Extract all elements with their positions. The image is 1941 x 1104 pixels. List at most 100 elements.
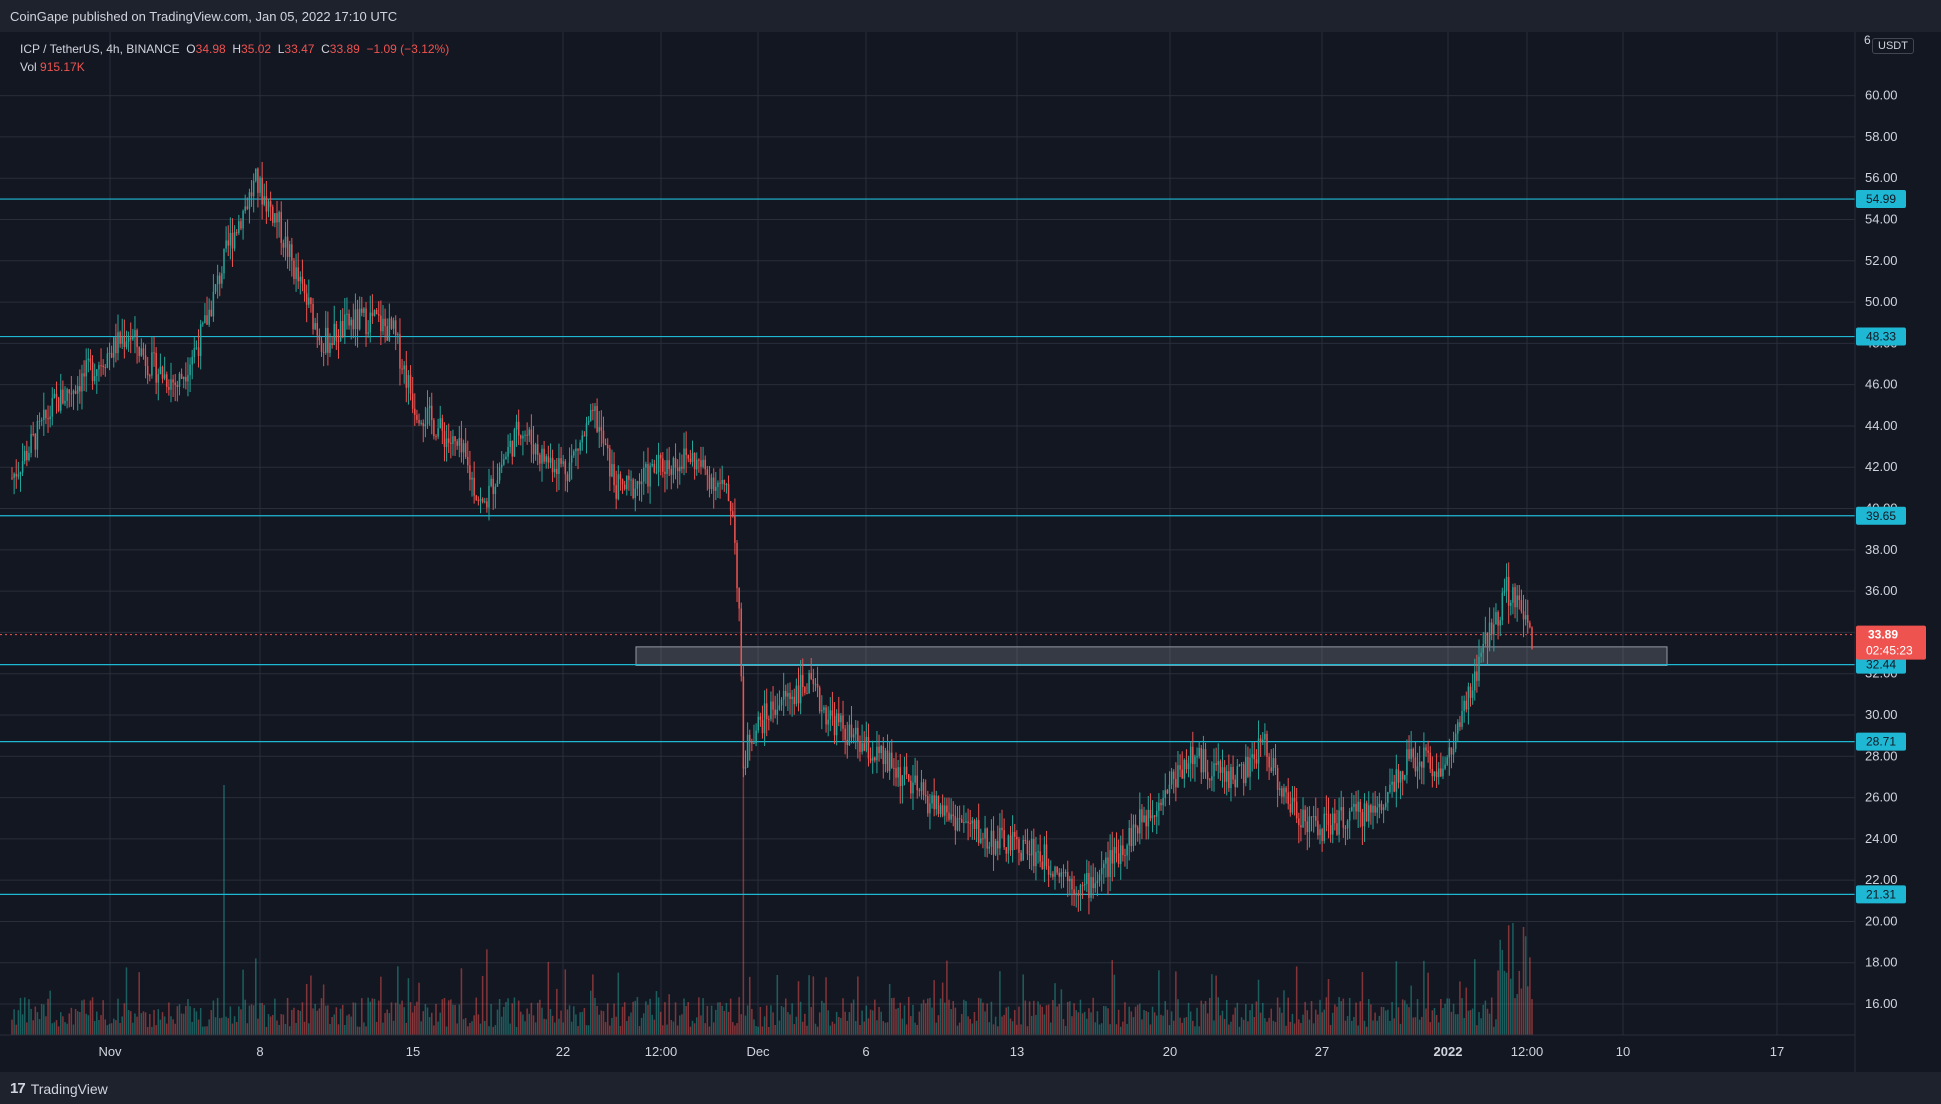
volume-bar <box>51 1023 54 1035</box>
symbol-legend[interactable]: ICP / TetherUS, 4h, BINANCE O34.98 H35.0… <box>20 40 449 76</box>
candle-body <box>761 719 764 734</box>
volume-bar <box>223 785 225 1035</box>
price-tick-label: 26.00 <box>1865 790 1898 805</box>
price-axis[interactable]: 60.0058.0056.0054.0052.0050.0048.0046.00… <box>1865 88 1898 1011</box>
volume-bar <box>276 1020 278 1035</box>
candle-body <box>712 477 715 491</box>
volume-bar <box>1200 1000 1203 1035</box>
volume-bar <box>473 1015 475 1035</box>
volume-bar <box>38 1019 41 1035</box>
chart-area[interactable]: 60.0058.0056.0054.0052.0050.0048.0046.00… <box>0 32 1941 1072</box>
candle-body <box>13 473 15 478</box>
candle-body <box>337 341 340 343</box>
candle-body <box>630 479 632 481</box>
candle-body <box>1083 884 1086 886</box>
volume-bar <box>988 1022 991 1035</box>
candle-body <box>536 444 539 455</box>
candle-body <box>1480 652 1482 657</box>
candle-body <box>248 192 251 209</box>
candle-body <box>526 434 528 436</box>
volume-bar <box>227 1018 229 1035</box>
volume-bar <box>1319 999 1321 1035</box>
candle-body <box>1189 746 1192 764</box>
volume-bar <box>189 1006 191 1035</box>
candle-body <box>1130 827 1133 847</box>
volume-bar <box>619 1025 622 1035</box>
level-tag-bg <box>1856 655 1906 674</box>
candle-body <box>1013 831 1016 837</box>
volume-bar <box>1348 998 1351 1035</box>
volume-bar <box>1365 1026 1368 1035</box>
price-tick-label: 46.00 <box>1865 377 1898 392</box>
volume-bar <box>852 999 855 1035</box>
volume-bar <box>1039 1004 1041 1035</box>
tradingview-logo[interactable]: 17 TradingView <box>10 1080 108 1097</box>
volume-bar <box>1391 1001 1393 1035</box>
candle-body <box>691 452 694 462</box>
candle-body <box>621 479 624 485</box>
candle-body <box>492 478 494 495</box>
candle-body <box>666 460 668 474</box>
symbol-name[interactable]: ICP / TetherUS, 4h, BINANCE <box>20 42 180 56</box>
volume-bar <box>543 1018 545 1035</box>
volume-bar <box>1490 997 1493 1035</box>
candle-body <box>626 475 628 490</box>
candle-body <box>64 400 66 404</box>
volume-bar <box>808 975 810 1035</box>
candle-body <box>1334 813 1336 824</box>
candle-body <box>1111 850 1114 864</box>
candle-body <box>83 373 85 377</box>
volume-bar <box>1310 1001 1313 1035</box>
candle-body <box>1488 622 1491 647</box>
candle-body <box>1253 754 1256 760</box>
volume-bar <box>763 1016 766 1035</box>
volume-bar <box>1185 1017 1188 1035</box>
low-label: L <box>277 42 285 56</box>
volume-bar <box>498 999 501 1035</box>
candle-body <box>93 376 96 382</box>
candle-body <box>59 389 62 411</box>
horizontal-levels[interactable] <box>0 198 1855 896</box>
candle-body <box>1429 752 1432 769</box>
volume-bar <box>573 1006 575 1035</box>
candle-body <box>1187 763 1190 770</box>
volume-bar <box>774 1025 776 1035</box>
volume-bar <box>547 961 550 1035</box>
candle-body <box>235 232 238 234</box>
candle-body <box>1158 802 1160 811</box>
volume-bar <box>1030 1015 1033 1035</box>
candle-body <box>197 347 200 356</box>
candle-body <box>1126 845 1128 856</box>
volume-bar <box>435 1003 437 1035</box>
candle-body <box>1090 877 1092 898</box>
volume-bar <box>414 1005 416 1035</box>
candlestick-chart[interactable]: 60.0058.0056.0054.0052.0050.0048.0046.00… <box>0 32 1941 1072</box>
candle-body <box>1223 767 1226 782</box>
candle-body <box>706 469 709 475</box>
candle-body <box>757 716 759 731</box>
candle-body <box>1168 784 1171 794</box>
volume-bar <box>975 1020 978 1035</box>
time-axis[interactable]: Nov 8 15 22 12:00 Dec 6 13 20 27 2022 12:00 10 17 <box>98 1044 1784 1059</box>
candle-body <box>907 774 910 781</box>
volume-bar <box>1077 1012 1080 1035</box>
volume-bar <box>380 976 382 1035</box>
candle-body <box>670 469 673 475</box>
grid <box>0 32 1855 1035</box>
level-tag-label: 32.44 <box>1866 658 1896 672</box>
volume-bar <box>1109 1024 1111 1035</box>
candle-body <box>115 337 117 354</box>
candle-body <box>1283 787 1285 797</box>
candle-body <box>1503 591 1506 593</box>
candle-body <box>1262 739 1264 742</box>
volume-bar <box>1052 1000 1054 1035</box>
volume-bar <box>1117 1009 1120 1035</box>
candle-body <box>76 386 79 394</box>
volume-bar <box>903 1005 906 1035</box>
currency-unit-badge[interactable]: USDT <box>1872 38 1914 54</box>
candle-body <box>1476 671 1478 681</box>
volume-bar <box>303 1021 306 1035</box>
volume-bar <box>333 1014 335 1035</box>
candle-body <box>1016 836 1018 840</box>
volume-bar <box>1425 1008 1427 1035</box>
